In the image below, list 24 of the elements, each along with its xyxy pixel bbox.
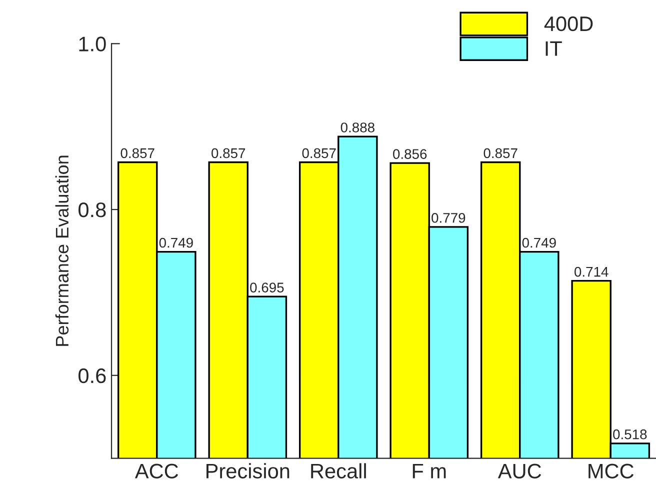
y-axis-title: Performance Evaluation — [55, 156, 69, 346]
y-tick-label: 0.6 — [78, 368, 106, 384]
data-label: 0.695 — [250, 282, 284, 292]
legend-label: IT — [546, 41, 562, 56]
x-tick-label: Precision — [206, 463, 290, 478]
y-tick-label: 1.0 — [79, 36, 106, 52]
data-label: 0.857 — [484, 148, 518, 158]
data-label: 0.857 — [120, 148, 154, 158]
data-label: 0.856 — [393, 149, 427, 159]
data-label: 0.749 — [159, 238, 193, 248]
x-tick-label: MCC — [588, 464, 634, 478]
data-label: 0.857 — [302, 148, 336, 158]
x-tick-label: ACC — [134, 464, 178, 478]
x-tick-label: Recall — [311, 463, 366, 478]
x-tick-label: AUC — [498, 464, 542, 478]
legend-label: 400D — [544, 16, 593, 32]
data-label: 0.714 — [574, 266, 608, 277]
data-label: 0.518 — [613, 429, 647, 440]
data-label: 0.857 — [212, 148, 246, 158]
y-tick-label: 0.8 — [78, 202, 106, 218]
data-label: 0.888 — [340, 122, 374, 132]
data-label: 0.779 — [432, 212, 466, 223]
x-tick-label: F m — [412, 464, 446, 478]
data-label: 0.749 — [522, 238, 556, 248]
